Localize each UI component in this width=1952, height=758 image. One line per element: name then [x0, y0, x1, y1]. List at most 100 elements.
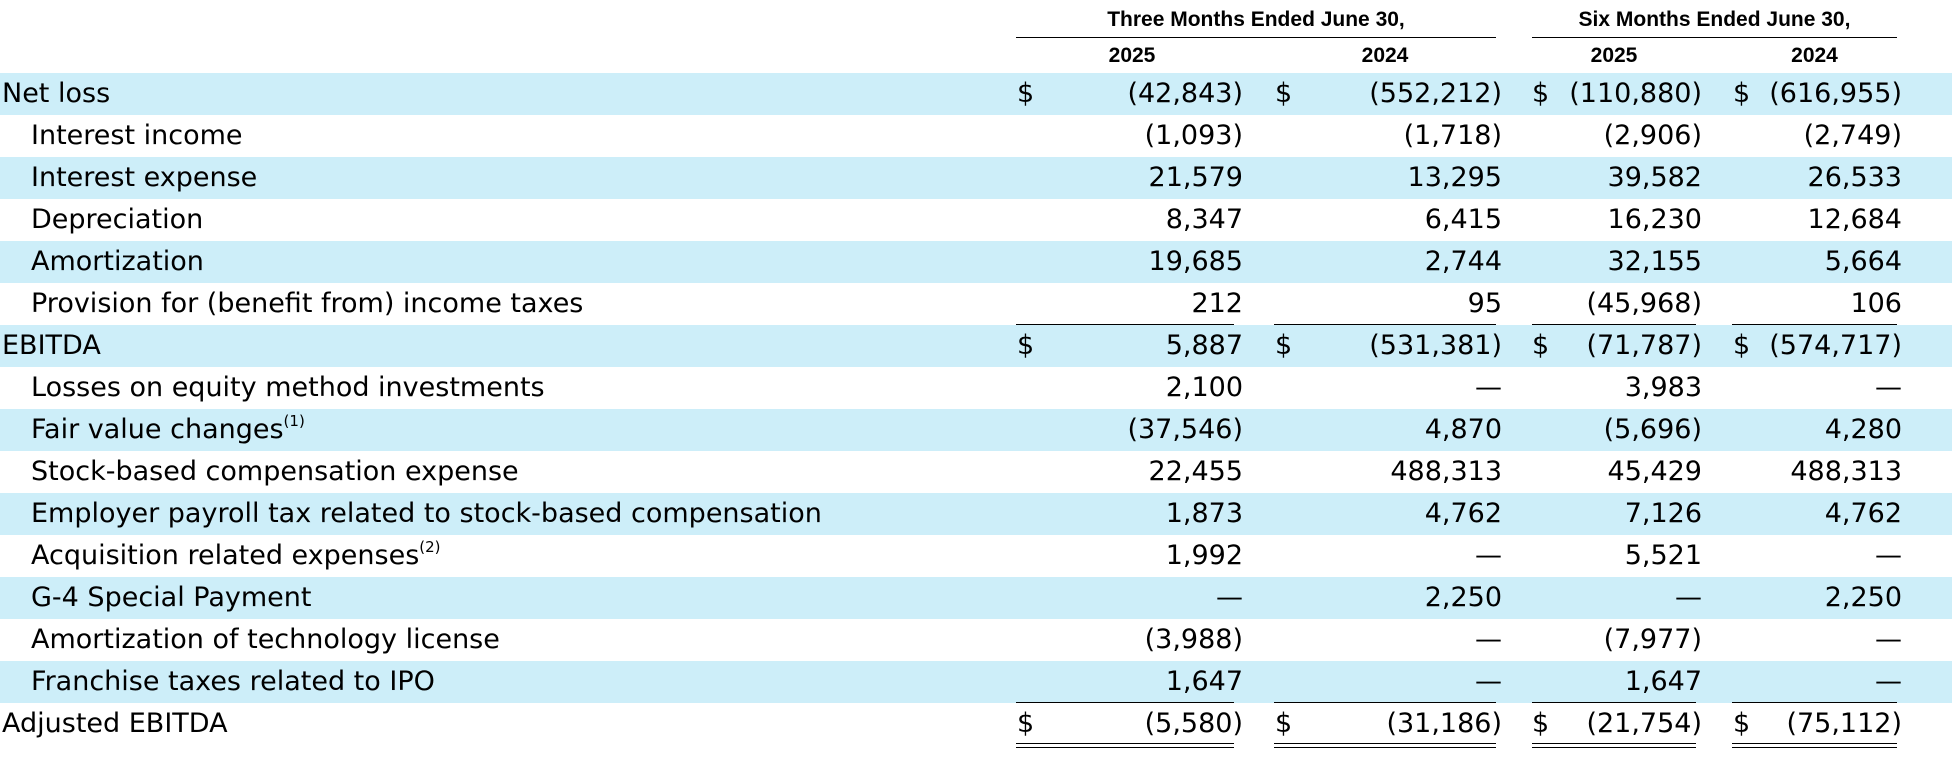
table-row: Interest expense 21,579 13,295 39,582 26,533 [0, 157, 1952, 199]
row-label: EBITDA [2, 325, 101, 367]
value-cell: (45,968) [1586, 288, 1702, 319]
value-cell: (31,186) [1386, 708, 1502, 739]
value-cell: 22,455 [1148, 456, 1243, 487]
total-double-rule [1732, 743, 1897, 748]
total-double-rule [1274, 743, 1496, 748]
table-row: Net loss $ (42,843) $ (552,212) $ (110,880) $ (6… [0, 73, 1952, 115]
row-label-text: Losses on equity method investments [31, 372, 545, 403]
table-row: Interest income (1,093) (1,718) (2,906) (2,7… [0, 115, 1952, 157]
value-cell: 1,992 [1165, 540, 1243, 571]
row-label-text: Adjusted EBITDA [2, 708, 228, 739]
currency-symbol: $ [1275, 708, 1293, 739]
value-cell: (552,212) [1369, 78, 1502, 109]
value-cell: 1,873 [1165, 498, 1243, 529]
value-cell: 95 [1467, 288, 1502, 319]
value-cell: — [1875, 666, 1902, 697]
value-cell: 2,250 [1424, 582, 1502, 613]
value-cell: 12,684 [1807, 204, 1902, 235]
value-cell: (5,696) [1603, 414, 1702, 445]
table-row: Acquisition related expenses(2) 1,992 — 5,5… [0, 535, 1952, 577]
value-cell: (2,749) [1803, 120, 1902, 151]
value-cell: — [1675, 582, 1702, 613]
row-label: Interest expense [31, 157, 257, 199]
row-label-text: Acquisition related expenses [31, 540, 420, 571]
table-row: Franchise taxes related to IPO 1,647 — 1,64… [0, 661, 1952, 703]
table-row: Fair value changes(1) (37,546) 4,870 (5,696… [0, 409, 1952, 451]
value-cell: — [1475, 372, 1502, 403]
header-three-months-rule [1016, 37, 1496, 38]
row-label: Adjusted EBITDA [2, 703, 228, 745]
value-cell: 4,870 [1424, 414, 1502, 445]
value-cell: — [1475, 666, 1502, 697]
value-cell: 2,250 [1824, 582, 1902, 613]
value-cell: — [1875, 372, 1902, 403]
value-cell: (5,580) [1144, 708, 1243, 739]
value-cell: (71,787) [1586, 330, 1702, 361]
value-cell: 488,313 [1390, 456, 1502, 487]
value-cell: 7,126 [1624, 498, 1702, 529]
value-cell: 26,533 [1807, 162, 1902, 193]
table-row: Provision for (benefit from) income taxe… [0, 283, 1952, 325]
value-cell: 45,429 [1607, 456, 1702, 487]
value-cell: 5,521 [1624, 540, 1702, 571]
header-year-6m-2025: 2025 [1590, 44, 1638, 67]
value-cell: (7,977) [1603, 624, 1702, 655]
header-six-months: Six Months Ended June 30, [1578, 8, 1851, 31]
table-row: Amortization of technology license (3,988… [0, 619, 1952, 661]
table-row: Amortization 19,685 2,744 32,155 5,664 [0, 241, 1952, 283]
value-cell: — [1216, 582, 1243, 613]
row-label: Amortization of technology license [31, 619, 500, 661]
value-cell: 16,230 [1607, 204, 1702, 235]
row-label: Depreciation [31, 199, 203, 241]
value-cell: 5,887 [1165, 330, 1243, 361]
value-cell: (110,880) [1569, 78, 1702, 109]
currency-symbol: $ [1017, 330, 1035, 361]
value-cell: 13,295 [1407, 162, 1502, 193]
subtotal-rule [1532, 702, 1696, 703]
table-row: Losses on equity method investments 2,100… [0, 367, 1952, 409]
row-label: Fair value changes(1) [31, 409, 305, 451]
value-cell: — [1875, 624, 1902, 655]
value-cell: 21,579 [1148, 162, 1243, 193]
value-cell: (75,112) [1786, 708, 1902, 739]
value-cell: 106 [1850, 288, 1902, 319]
value-cell: 8,347 [1165, 204, 1243, 235]
row-label-text: Interest expense [31, 162, 258, 193]
value-cell: 6,415 [1424, 204, 1502, 235]
value-cell: 19,685 [1148, 246, 1243, 277]
value-cell: 1,647 [1165, 666, 1243, 697]
value-cell: — [1475, 540, 1502, 571]
total-double-rule [1532, 743, 1696, 748]
currency-symbol: $ [1275, 330, 1293, 361]
row-label-text: G-4 Special Payment [31, 582, 312, 613]
currency-symbol: $ [1017, 78, 1035, 109]
currency-symbol: $ [1733, 78, 1751, 109]
row-label-text: Fair value changes [31, 414, 284, 445]
footnote-marker: (2) [419, 538, 441, 556]
value-cell: 4,762 [1424, 498, 1502, 529]
footnote-marker: (1) [283, 412, 305, 430]
currency-symbol: $ [1532, 708, 1550, 739]
header-year-3m-2025: 2025 [1108, 44, 1156, 67]
value-cell: (42,843) [1127, 78, 1243, 109]
value-cell: 2,744 [1424, 246, 1502, 277]
row-label-text: Stock-based compensation expense [31, 456, 519, 487]
subtotal-rule [1274, 702, 1496, 703]
value-cell: 2,100 [1165, 372, 1243, 403]
currency-symbol: $ [1733, 330, 1751, 361]
value-cell: 488,313 [1790, 456, 1902, 487]
currency-symbol: $ [1532, 330, 1550, 361]
table-row: G-4 Special Payment — 2,250 — 2,250 [0, 577, 1952, 619]
currency-symbol: $ [1532, 78, 1550, 109]
table-row: Employer payroll tax related to stock-ba… [0, 493, 1952, 535]
value-cell: 3,983 [1624, 372, 1702, 403]
value-cell: (616,955) [1769, 78, 1902, 109]
value-cell: (3,988) [1144, 624, 1243, 655]
row-label: Employer payroll tax related to stock-ba… [31, 493, 822, 535]
value-cell: — [1875, 540, 1902, 571]
row-label-text: Employer payroll tax related to stock-ba… [31, 498, 822, 529]
row-label: Acquisition related expenses(2) [31, 535, 441, 577]
value-cell: 32,155 [1607, 246, 1702, 277]
value-cell: 4,280 [1824, 414, 1902, 445]
value-cell: (37,546) [1127, 414, 1243, 445]
